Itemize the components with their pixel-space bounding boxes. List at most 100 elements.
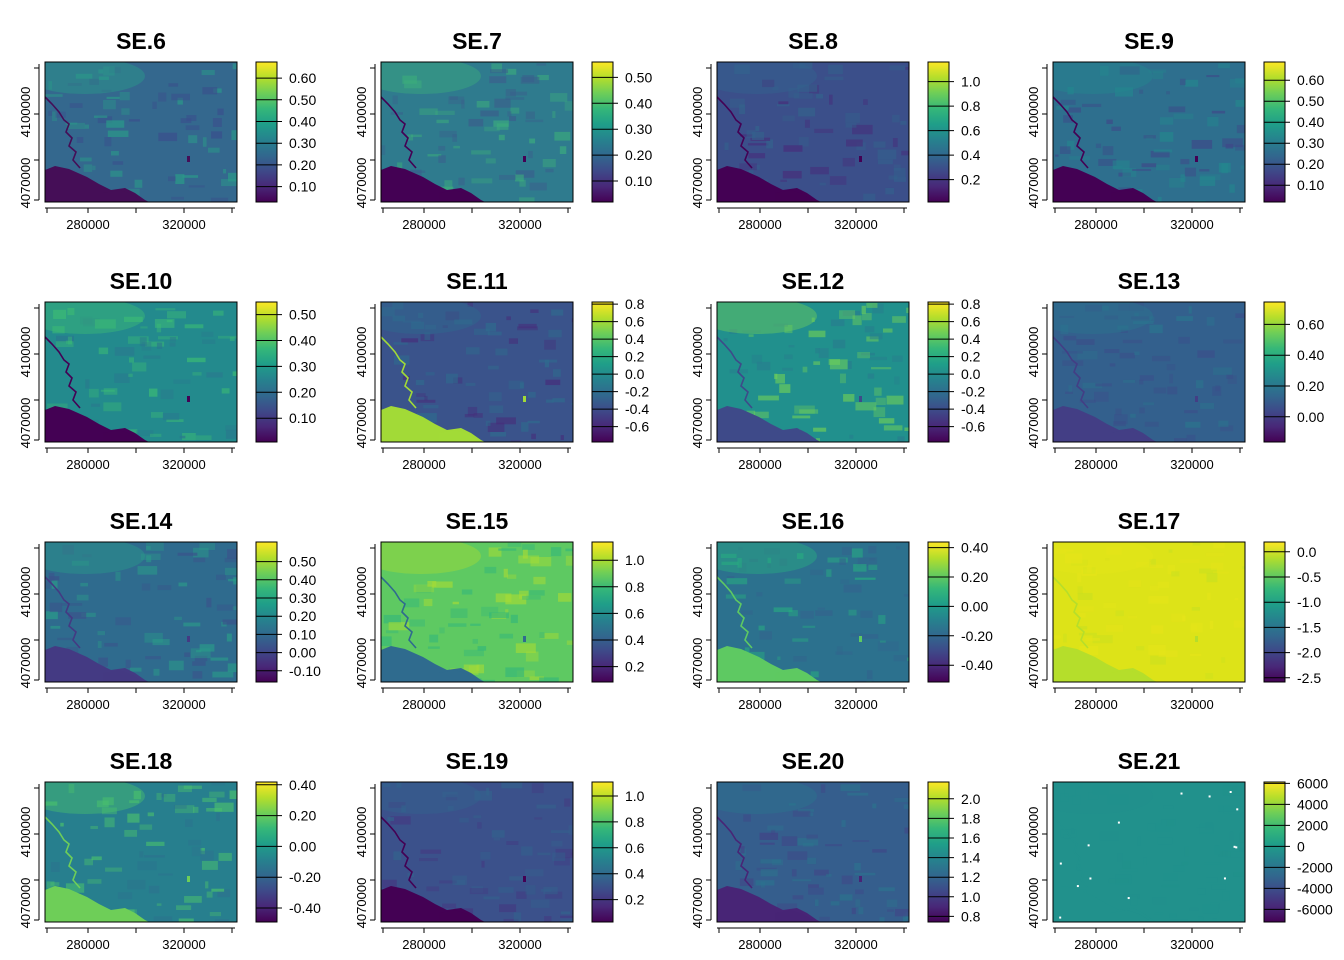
- raster-texture: [1079, 399, 1096, 403]
- colorbar-tick-label: 0.6: [961, 314, 981, 330]
- colorbar: 0.2 0.4 0.6 0.8 1.0: [591, 541, 645, 683]
- raster-texture: [51, 580, 58, 589]
- raster-texture: [548, 329, 562, 338]
- raster-texture: [1218, 420, 1229, 427]
- y-axis: 4070000 4100000: [690, 544, 712, 688]
- raster-texture: [467, 302, 473, 308]
- raster-texture: [897, 436, 905, 442]
- raster-texture: [498, 548, 517, 551]
- raster-texture: [104, 817, 115, 828]
- raster-texture: [229, 336, 235, 341]
- raster-texture: [176, 905, 192, 910]
- raster-texture: [471, 178, 493, 184]
- raster-texture: [110, 151, 119, 156]
- raster-texture: [1223, 339, 1243, 344]
- raster-texture: [1136, 646, 1145, 651]
- raster-texture: [552, 852, 566, 861]
- colorbar: -0.40 -0.20 0.00 0.20 0.40: [927, 540, 993, 683]
- raster-texture: [45, 801, 58, 806]
- raster-texture: [721, 561, 739, 566]
- small-waterbody: [859, 396, 862, 402]
- reservoir-feature: [103, 190, 141, 202]
- raster-image: [45, 302, 237, 442]
- raster-texture: [454, 319, 473, 325]
- raster-texture: [206, 597, 212, 608]
- colorbar: -6000 -4000 -2000 0 2000 4000 6000: [1263, 775, 1333, 923]
- raster-texture: [799, 409, 819, 414]
- raster-texture: [505, 594, 527, 605]
- raster-texture: [550, 93, 568, 102]
- y-axis: 4070000 4100000: [354, 64, 376, 208]
- raster-texture: [510, 614, 518, 624]
- raster-texture: [114, 373, 130, 383]
- raster-image: [1053, 542, 1245, 682]
- raster-texture: [1199, 169, 1210, 172]
- raster-region: [717, 62, 817, 94]
- x-axis: 280000 320000: [717, 687, 907, 712]
- y-tick-label: 4100000: [690, 807, 705, 858]
- raster-texture: [515, 174, 524, 182]
- raster-texture: [491, 63, 503, 73]
- colorbar-tick-label: 0.10: [625, 173, 652, 189]
- colorbar-tick-label: 0.10: [289, 179, 316, 195]
- raster-speckle: [1087, 844, 1090, 847]
- raster-region: [717, 302, 817, 334]
- raster-texture: [1067, 140, 1075, 150]
- raster-texture: [1178, 336, 1190, 344]
- raster-texture: [1077, 573, 1082, 583]
- x-tick-label: 280000: [66, 697, 109, 712]
- raster-texture: [50, 861, 60, 872]
- raster-texture: [429, 634, 439, 643]
- raster-texture: [777, 903, 798, 913]
- raster-texture: [1063, 782, 1083, 789]
- raster-texture: [100, 389, 115, 392]
- raster-texture: [499, 904, 517, 913]
- x-tick-label: 320000: [834, 697, 877, 712]
- raster-texture: [401, 338, 419, 343]
- raster-texture: [539, 633, 559, 639]
- raster-texture: [894, 376, 900, 385]
- river-feature: [1053, 336, 1089, 409]
- raster-texture: [160, 793, 167, 798]
- raster-texture: [829, 176, 847, 185]
- raster-texture: [464, 413, 475, 418]
- raster-panel: SE.15 280000 320000 4070000 4100000 0.2 0.4 0.6…: [336, 480, 672, 720]
- raster-plot: 280000 320000 4070000 4100000 -0.40 -0.20 0.00…: [690, 540, 993, 712]
- raster-texture: [832, 339, 846, 349]
- raster-texture: [1163, 805, 1174, 809]
- raster-texture: [806, 834, 818, 840]
- river-feature: [45, 96, 81, 169]
- raster-texture: [767, 557, 772, 564]
- raster-texture: [387, 817, 395, 821]
- raster-texture: [48, 576, 60, 581]
- raster-texture: [520, 76, 540, 84]
- raster-texture: [815, 610, 833, 616]
- raster-texture: [152, 639, 170, 646]
- raster-texture: [129, 800, 140, 804]
- raster-texture: [1095, 143, 1102, 149]
- raster-panel: SE.7 280000 320000 4070000 4100000 0.10 0.20 0.…: [336, 0, 672, 240]
- colorbar-tick-label: 0.50: [289, 307, 316, 323]
- raster-texture: [1212, 918, 1217, 922]
- raster-texture: [98, 76, 109, 80]
- raster-texture: [1076, 339, 1095, 345]
- colorbar-ramp: [591, 61, 614, 203]
- raster-texture: [560, 915, 573, 918]
- raster-texture: [1197, 888, 1206, 895]
- raster-texture: [826, 873, 832, 877]
- raster-texture: [807, 857, 817, 865]
- colorbar-tick-label: 0.20: [289, 808, 316, 824]
- raster-texture: [1098, 158, 1117, 166]
- raster-texture: [1154, 912, 1164, 915]
- raster-texture: [1072, 795, 1081, 805]
- raster-texture: [507, 574, 517, 579]
- colorbar-tick-label: 0.60: [1297, 72, 1324, 88]
- raster-texture: [889, 65, 906, 71]
- raster-texture: [62, 545, 75, 555]
- raster-texture: [471, 150, 491, 155]
- raster-texture: [1192, 542, 1201, 546]
- raster-texture: [1184, 410, 1198, 414]
- panel-title: SE.12: [781, 268, 845, 294]
- raster-texture: [788, 803, 796, 806]
- raster-texture: [1167, 565, 1176, 575]
